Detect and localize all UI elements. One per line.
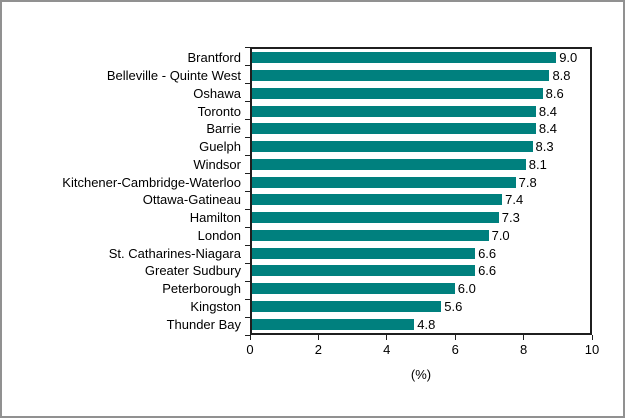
y-tick (245, 155, 250, 156)
bar-row: 8.6 (252, 85, 590, 103)
value-label: 6.6 (478, 245, 497, 261)
x-tick-label: 8 (519, 342, 528, 357)
value-label: 7.0 (491, 227, 510, 243)
value-label: 8.1 (528, 156, 547, 172)
x-tick (454, 335, 456, 340)
value-label: 8.4 (538, 121, 557, 137)
x-tick-label: 4 (383, 342, 391, 357)
value-label: 8.4 (538, 103, 557, 119)
y-tick (245, 65, 250, 66)
bar (252, 70, 550, 82)
value-label: 8.8 (552, 68, 571, 84)
category-label: Belleville - Quinte West (106, 68, 241, 84)
plot-area: 9.0 8.8 8.6 8.4 8.4 8.3 8.1 7.8 7.4 7.3 7.0 6.6 6.6 6… (250, 47, 592, 335)
value-label: 7.8 (518, 174, 537, 190)
x-axis-label: (%) (410, 367, 432, 382)
bar-row: 6.6 (252, 262, 590, 280)
bar (252, 194, 503, 206)
bar-row: 5.6 (252, 298, 590, 316)
bar (252, 265, 476, 277)
category-label: Brantford (187, 50, 241, 66)
bar-row: 9.0 (252, 49, 590, 67)
category-label: Thunder Bay (166, 316, 241, 332)
bar (252, 176, 516, 188)
y-tick (245, 47, 250, 48)
y-tick (245, 209, 250, 210)
y-tick (245, 83, 250, 84)
category-label: St. Catharines-Niagara (108, 245, 241, 261)
bar (252, 229, 489, 241)
category-label: Toronto (197, 103, 241, 119)
bar (252, 105, 536, 117)
bar-row: 7.8 (252, 173, 590, 191)
y-tick (245, 335, 250, 336)
bar-row: 8.4 (252, 102, 590, 120)
bar (252, 283, 455, 295)
y-tick (245, 173, 250, 174)
x-tick-label: 2 (314, 342, 323, 357)
x-tick-label: 0 (246, 342, 254, 357)
bar (252, 158, 526, 170)
y-tick (245, 245, 250, 246)
bar-row: 8.1 (252, 156, 590, 174)
bar (252, 141, 533, 153)
value-label: 4.8 (417, 316, 436, 332)
category-label: London (197, 227, 241, 243)
bar (252, 52, 557, 64)
y-tick (245, 281, 250, 282)
bar (252, 87, 543, 99)
category-label: Barrie (206, 121, 241, 137)
category-label: Kitchener-Cambridge-Waterloo (62, 174, 241, 190)
y-tick (245, 137, 250, 138)
bar-row: 8.8 (252, 67, 590, 85)
bar-row: 4.8 (252, 315, 590, 333)
bar (252, 123, 536, 135)
x-tick-label: 10 (584, 342, 600, 357)
y-tick (245, 227, 250, 228)
category-label: Kingston (190, 298, 241, 314)
y-tick (245, 191, 250, 192)
value-label: 8.3 (535, 139, 554, 155)
bar-row: 7.4 (252, 191, 590, 209)
y-tick (245, 317, 250, 318)
bar (252, 212, 499, 224)
bar-row: 7.3 (252, 209, 590, 227)
bar-row: 8.3 (252, 138, 590, 156)
y-tick (245, 101, 250, 102)
bar (252, 318, 415, 330)
x-tick (249, 335, 251, 340)
bar (252, 247, 476, 259)
x-tick (523, 335, 525, 340)
category-label: Windsor (193, 156, 241, 172)
x-tick (317, 335, 319, 340)
value-label: 7.3 (501, 210, 520, 226)
y-tick (245, 119, 250, 120)
x-axis: 0 2 4 6 8 10 (246, 335, 599, 361)
y-tick (245, 299, 250, 300)
bar-row: 6.0 (252, 280, 590, 298)
category-label: Hamilton (189, 210, 241, 226)
bar-row: 6.6 (252, 244, 590, 262)
bar (252, 300, 442, 312)
value-label: 9.0 (559, 50, 578, 66)
category-label: Ottawa-Gatineau (142, 192, 241, 208)
category-labels: Brantford Belleville - Quinte West Oshawa T… (2, 49, 241, 333)
bar-row: 8.4 (252, 120, 590, 138)
x-tick-label: 6 (451, 342, 459, 357)
value-label: 7.4 (505, 192, 524, 208)
value-label: 8.6 (545, 85, 564, 101)
x-tick (386, 335, 388, 340)
category-label: Greater Sudbury (144, 263, 241, 279)
category-label: Guelph (199, 139, 241, 155)
x-tick (591, 335, 593, 340)
y-axis-ticks (245, 47, 250, 336)
y-tick (245, 263, 250, 264)
bar-row: 7.0 (252, 227, 590, 245)
value-label: 6.0 (457, 281, 476, 297)
category-label: Peterborough (162, 281, 241, 297)
value-label: 6.6 (478, 263, 497, 279)
category-label: Oshawa (193, 85, 241, 101)
value-label: 5.6 (444, 298, 463, 314)
